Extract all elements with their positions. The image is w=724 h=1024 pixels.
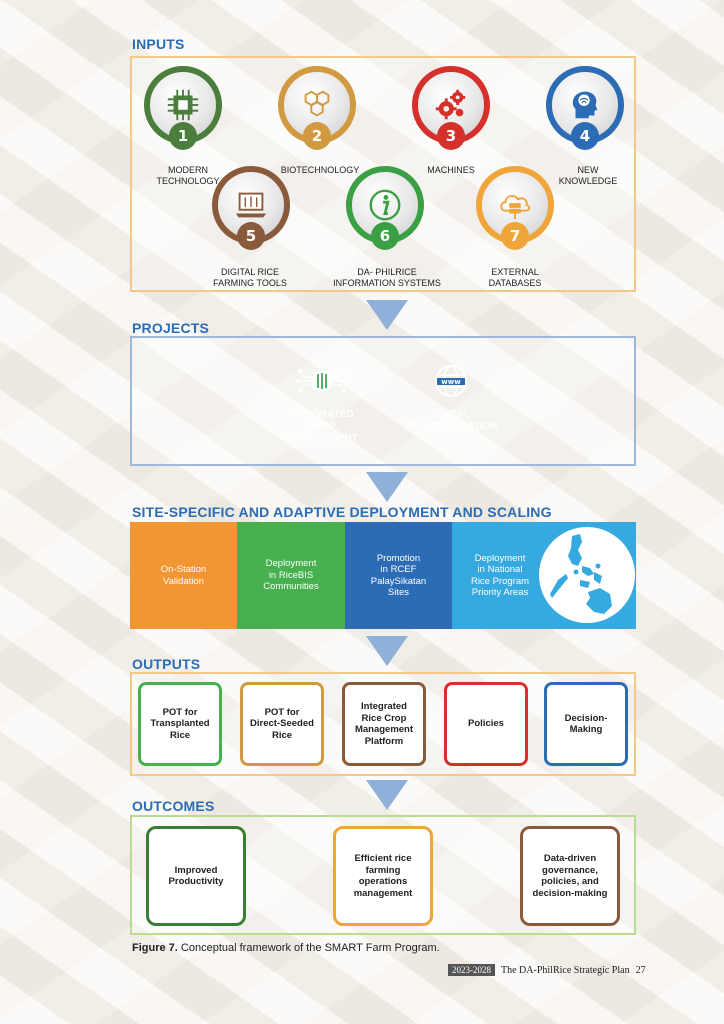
output-pot-direct-seeded: POT for Direct-Seeded Rice: [240, 682, 324, 766]
input-label: DIGITAL RICE FARMING TOOLS: [213, 267, 287, 288]
outcome-productivity: Improved Productivity: [146, 826, 246, 926]
output-decision-making: Decision- Making: [544, 682, 628, 766]
project-label: INTEGRATED CROP MANAGEMENT: [285, 409, 358, 444]
input-number: 2: [303, 122, 331, 150]
output-platform: Integrated Rice Crop Management Platform: [342, 682, 426, 766]
cloud-database-icon: [500, 194, 531, 220]
philippines-map-icon: [539, 527, 635, 623]
input-number: 5: [237, 222, 265, 250]
input-circle-1: 1: [144, 66, 222, 150]
input-circle-6: 6: [346, 166, 424, 250]
outputs-heading: OUTPUTS: [132, 656, 201, 672]
svg-text:www: www: [441, 378, 461, 386]
input-label: MODERN TECHNOLOGY: [156, 165, 220, 186]
deployment-step-3: Promotion in RCEF PalaySikatan Sites: [345, 522, 452, 629]
flow-arrow: [366, 636, 408, 666]
project-label: DIGITAL TRANSFORMATION: [403, 409, 498, 432]
brain-head-icon: [572, 91, 598, 119]
figure-number: Figure 7.: [132, 942, 178, 954]
deployment-step-1: On-Station Validation: [130, 522, 237, 629]
input-number: 6: [371, 222, 399, 250]
input-label: MACHINES: [427, 165, 475, 175]
project-integrated-crop-management: INTEGRATED CROP MANAGEMENT: [266, 347, 377, 458]
laptop-icon: [235, 192, 267, 218]
globe-www-icon: www: [434, 365, 467, 397]
deployment-step-2: Deployment in RiceBIS Communities: [237, 522, 345, 629]
page-footer: 2023-2028 The DA-PhilRice Strategic Plan…: [448, 964, 646, 976]
input-number: 4: [571, 122, 599, 150]
project-digital-transformation: www DIGITAL TRANSFORMATION: [395, 347, 506, 458]
info-icon: [369, 189, 401, 221]
output-pot-transplanted: POT for Transplanted Rice: [138, 682, 222, 766]
footer-years: 2023-2028: [448, 964, 495, 976]
projects-box: [130, 336, 636, 466]
input-circle-2: 2: [278, 66, 356, 150]
input-number: 7: [501, 222, 529, 250]
input-circle-5: 5: [212, 166, 290, 250]
footer-title: The DA-PhilRice Strategic Plan: [501, 964, 630, 976]
chip-icon: [167, 89, 199, 121]
figure-caption: Figure 7. Conceptual framework of the SM…: [132, 942, 440, 954]
inputs-heading: INPUTS: [132, 36, 185, 52]
input-number: 3: [437, 122, 465, 150]
input-circle-4: 4: [546, 66, 624, 150]
outcomes-heading: OUTCOMES: [132, 798, 215, 814]
outcome-efficient-operations: Efficient rice farming operations manage…: [333, 826, 433, 926]
input-circle-3: 3: [412, 66, 490, 150]
flow-arrow: [366, 300, 408, 330]
projects-heading: PROJECTS: [132, 320, 210, 336]
output-policies: Policies: [444, 682, 528, 766]
deployment-step-label: Deployment in National Rice Program Prio…: [470, 552, 530, 599]
deployment-heading: SITE-SPECIFIC AND ADAPTIVE DEPLOYMENT AN…: [132, 504, 552, 520]
input-circle-7: 7: [476, 166, 554, 250]
input-label: NEW KNOWLEDGE: [558, 165, 618, 186]
page-number: 27: [635, 964, 646, 976]
input-label: EXTERNAL DATABASES: [488, 267, 542, 288]
flow-arrow: [366, 472, 408, 502]
input-label: BIOTECHNOLOGY: [280, 165, 360, 175]
figure-caption-text: Conceptual framework of the SMART Farm P…: [177, 942, 440, 954]
input-number: 1: [169, 122, 197, 150]
flow-arrow: [366, 780, 408, 810]
hexagon-icon: [304, 90, 330, 117]
input-label: DA- PHILRICE INFORMATION SYSTEMS: [333, 267, 441, 288]
outcome-data-driven-governance: Data-driven governance, policies, and de…: [520, 826, 620, 926]
gears-icon: [435, 89, 466, 120]
rice-network-icon: [295, 369, 348, 393]
